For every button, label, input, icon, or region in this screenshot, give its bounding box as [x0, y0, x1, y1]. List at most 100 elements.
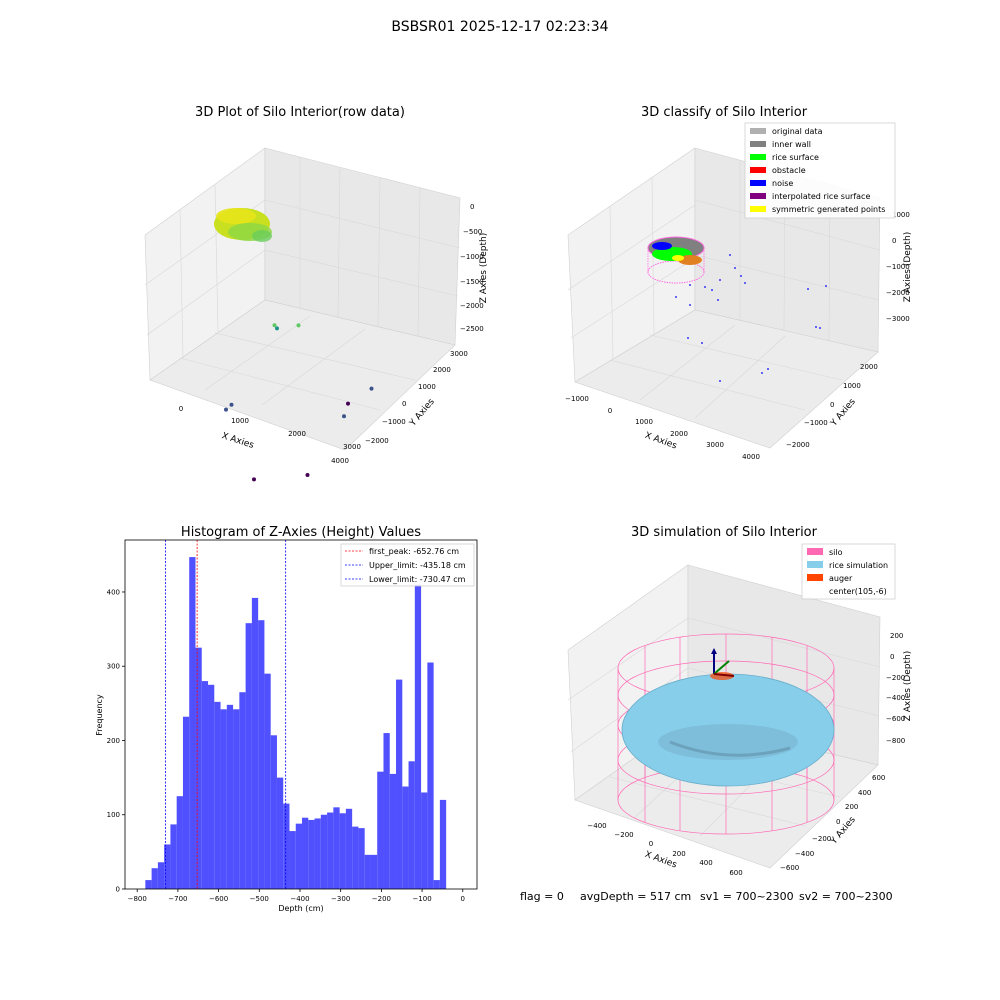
- legend-swatch: [807, 548, 823, 555]
- histogram-bar: [145, 880, 152, 889]
- axis-label-z: Z Axies (Depth): [479, 233, 489, 304]
- sv1-text: sv1 = 700~2300: [700, 890, 794, 903]
- histogram-bar: [333, 807, 340, 889]
- tick-y: 2000: [860, 363, 878, 371]
- avg-depth-text: avgDepth = 517 cm: [580, 890, 691, 903]
- tick-x: 1000: [635, 418, 653, 426]
- tick-y: 400: [858, 789, 871, 797]
- tick-y: 600: [872, 774, 885, 782]
- tick-x: −100: [412, 895, 431, 903]
- tick-x: 400: [699, 859, 712, 867]
- histogram-bar: [377, 771, 384, 889]
- histogram-bar: [314, 818, 321, 889]
- legend-label: inner wall: [772, 140, 811, 149]
- tick-z: −400: [886, 694, 905, 702]
- histogram-plot: −800 −700 −600 −500 −400 −300 −200 −100 0 0 100 200…: [107, 539, 478, 903]
- histogram-bar: [214, 701, 221, 889]
- tick-y: 300: [107, 663, 120, 671]
- tick-y: 1000: [418, 383, 436, 391]
- legend-swatch: [750, 193, 766, 199]
- histogram-bar: [383, 733, 390, 889]
- tick-x: −600: [209, 895, 228, 903]
- tick-x: 4000: [331, 457, 349, 465]
- histogram-bar: [308, 819, 315, 889]
- histogram-bar: [189, 557, 196, 889]
- histogram-bar: [164, 844, 171, 889]
- legend: first_peak: -652.76 cm Upper_limit: -435…: [340, 543, 475, 587]
- legend-label: interpolated rice surface: [772, 192, 870, 201]
- classified-point-cloud: [647, 236, 827, 382]
- histogram-bar: [276, 777, 284, 889]
- histogram-bar: [264, 673, 271, 889]
- tick-z: 0: [470, 203, 474, 211]
- figure-title: BSBSR01 2025-12-17 02:23:34: [391, 19, 608, 35]
- plot-frame: [124, 539, 478, 890]
- legend-label: original data: [772, 127, 823, 136]
- tick-x: 600: [729, 869, 742, 877]
- tick-z: −1500: [460, 278, 484, 286]
- axis-label-z: Z Axies (Depth): [903, 232, 913, 303]
- histogram-bar: [170, 824, 177, 889]
- tick-x: 200: [672, 850, 685, 858]
- histogram-bar: [352, 826, 359, 889]
- histogram-bar: [421, 792, 428, 889]
- histogram-bar: [402, 786, 409, 889]
- axis-z: 0 −500 −1000 −1500 −2000 −2500 Z Axies (…: [460, 203, 489, 333]
- tick-x: 3000: [706, 441, 724, 449]
- histogram-bar: [302, 817, 309, 889]
- tick-y: −1000: [382, 418, 406, 426]
- legend-label: Upper_limit: -435.18 cm: [369, 561, 466, 570]
- histogram-bar: [439, 799, 447, 889]
- rice-simulation-surface: [621, 673, 835, 787]
- tick-z: −200: [886, 674, 905, 682]
- histogram-bar: [258, 620, 265, 889]
- scatter-point: [229, 402, 234, 407]
- scatter-point: [346, 401, 350, 406]
- flag-text: flag = 0: [520, 890, 564, 903]
- tick-y: 100: [107, 811, 120, 819]
- tick-x: −400: [587, 822, 606, 830]
- tick-z: 1000: [892, 211, 910, 219]
- panel-classify-3d: 3D classify of Silo Interior −1000 0 100…: [565, 105, 913, 461]
- histogram-bar: [245, 623, 252, 889]
- histogram-bar: [226, 704, 234, 889]
- legend-swatch: [807, 561, 823, 568]
- tick-x: 0: [179, 405, 183, 413]
- tick-x: −500: [250, 895, 269, 903]
- histogram-bar: [220, 709, 227, 889]
- scatter-point: [275, 326, 279, 331]
- tick-z: −3000: [886, 315, 910, 323]
- tick-z: −500: [463, 228, 482, 236]
- legend-swatch: [807, 574, 823, 581]
- histogram-bar: [182, 716, 190, 889]
- tick-y: 2000: [433, 366, 451, 374]
- tick-x: 0: [461, 895, 465, 903]
- tick-y: −600: [780, 864, 799, 872]
- legend: original data inner wall rice surface ob…: [744, 122, 896, 219]
- tick-y: 1000: [843, 382, 861, 390]
- scatter-point: [252, 477, 256, 482]
- legend-label: rice surface: [772, 153, 819, 162]
- axis-label-x: Depth (cm): [278, 904, 323, 913]
- histogram-bar: [201, 681, 209, 889]
- tick-y: 0: [836, 818, 840, 826]
- auger-marker: [710, 648, 735, 680]
- tick-x: 0: [608, 407, 612, 415]
- tick-y: 0: [116, 886, 120, 894]
- histogram-bar: [295, 823, 303, 889]
- rice-point-cloud: [214, 208, 272, 242]
- tick-y: 200: [845, 803, 858, 811]
- legend-swatch: [750, 167, 766, 173]
- tick-z: 200: [890, 632, 903, 640]
- legend-swatch: [807, 587, 823, 594]
- tick-x: −400: [290, 895, 309, 903]
- panel-title: 3D simulation of Silo Interior: [631, 525, 818, 540]
- legend-swatch: [750, 206, 766, 212]
- histogram-bar: [358, 828, 365, 889]
- tick-y: −200: [812, 835, 831, 843]
- tick-z: −800: [886, 737, 905, 745]
- legend: silo rice simulation auger center(105,-6…: [801, 543, 896, 600]
- histogram-bar: [433, 880, 440, 889]
- tick-x: 4000: [742, 453, 760, 461]
